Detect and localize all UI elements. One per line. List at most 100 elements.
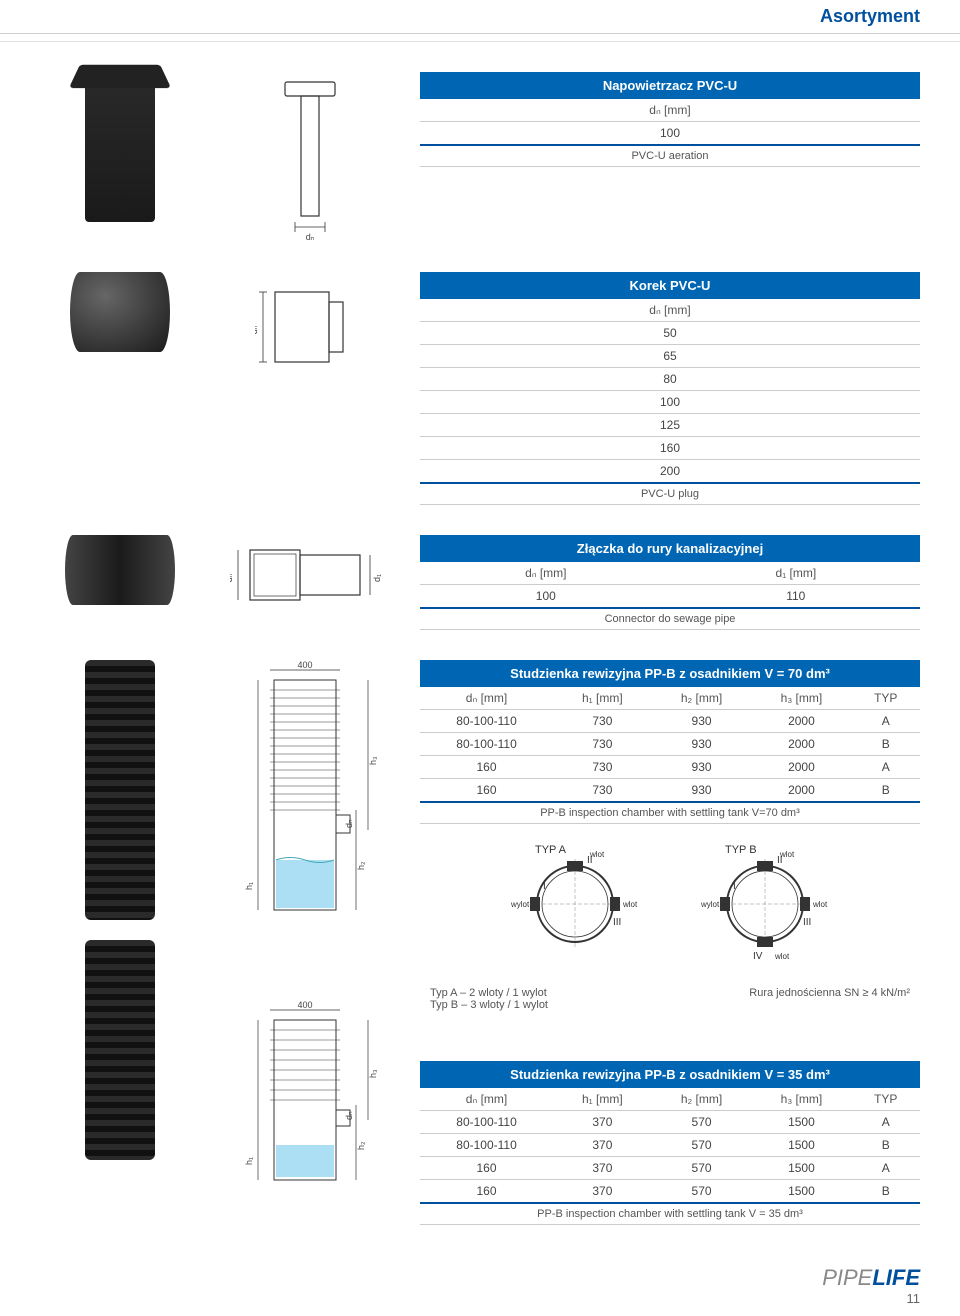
svg-text:I: I [733, 881, 736, 892]
svg-text:IV: IV [753, 951, 763, 962]
table-cell: A [851, 1157, 920, 1180]
table-cell: 730 [553, 756, 652, 779]
col-header: h₁ [mm] [553, 1088, 652, 1111]
table-cell: 50 [420, 322, 920, 345]
table-cell: 930 [652, 779, 752, 803]
svg-text:wlot: wlot [622, 900, 638, 909]
typ-legend: Typ A – 2 wloty / 1 wylot Typ B – 3 wlot… [430, 987, 548, 1011]
table-cell: 80-100-110 [420, 1134, 553, 1157]
table-cell: 160 [420, 1157, 553, 1180]
svg-text:h₃: h₃ [368, 1069, 378, 1078]
pipelife-logo: PIPELIFE [822, 1265, 920, 1291]
svg-text:TYP B: TYP B [725, 844, 757, 856]
svg-text:400: 400 [297, 1000, 312, 1010]
table-plug: Korek PVC-U dₙ [mm] 50 65 80 100 125 160… [420, 272, 920, 505]
svg-text:wlot: wlot [812, 900, 828, 909]
dn-label: dₙ [306, 232, 315, 242]
tech-drawing-aerator: dₙ [220, 72, 400, 242]
table-footer: PP-B inspection chamber with settling ta… [420, 1203, 920, 1225]
typ-pipe-note: Rura jednościenna SN ≥ 4 kN/m² [749, 987, 910, 1011]
table-cell: 100 [420, 585, 672, 609]
svg-text:III: III [803, 917, 811, 928]
svg-text:wlot: wlot [589, 850, 605, 859]
svg-text:wylot: wylot [510, 900, 530, 909]
product-photo-plug [40, 272, 200, 352]
table-cell: B [851, 1180, 920, 1204]
col-header: h₂ [mm] [652, 1088, 752, 1111]
tech-drawing-coupler: dₙ d₁ [220, 535, 400, 615]
svg-text:dₙ: dₙ [344, 1111, 354, 1120]
col-header: TYP [851, 1088, 920, 1111]
table-cell: 930 [652, 756, 752, 779]
svg-text:dₙ: dₙ [344, 819, 354, 828]
svg-text:I: I [543, 881, 546, 892]
table-header: Studzienka rewizyjna PP-B z osadnikiem V… [420, 660, 920, 687]
table-footer: PVC-U aeration [420, 145, 920, 167]
table-cell: 2000 [751, 733, 851, 756]
table-cell: 1500 [751, 1134, 851, 1157]
svg-text:h₁: h₁ [244, 1157, 254, 1165]
svg-text:400: 400 [297, 660, 312, 670]
table-cell: B [851, 733, 920, 756]
table-footer: Connector do sewage pipe [420, 608, 920, 630]
product-photo-coupler [40, 535, 200, 605]
table-cell: 160 [420, 779, 553, 803]
page-number: 11 [822, 1291, 920, 1306]
table-cell: 110 [672, 585, 920, 609]
svg-text:h₁: h₁ [244, 882, 254, 890]
table-cell: 1500 [751, 1157, 851, 1180]
table-cell: 570 [652, 1180, 752, 1204]
table-cell: 200 [420, 460, 920, 484]
col-header: dₙ [mm] [420, 687, 553, 710]
row-aerator: dₙ Napowietrzacz PVC-U dₙ [mm] 100 PVC-U… [40, 72, 920, 242]
row-chamber: 400 [40, 660, 920, 1225]
table-cell: 730 [553, 779, 652, 803]
table-cell: 570 [652, 1111, 752, 1134]
table-cell: 370 [553, 1134, 652, 1157]
table-cell: 1500 [751, 1111, 851, 1134]
table-cell: 930 [652, 733, 752, 756]
svg-text:h₃: h₃ [368, 756, 378, 765]
table-cell: 125 [420, 414, 920, 437]
svg-text:h₂: h₂ [356, 861, 366, 870]
tech-drawing-chamber-35: 400 h₁ h₂ h₃ dₙ [240, 1000, 380, 1200]
table-cell: A [851, 710, 920, 733]
tech-drawing-chamber-70: 400 [240, 660, 380, 940]
table-cell: 730 [553, 733, 652, 756]
table-cell: 100 [420, 391, 920, 414]
table-coupler: Złączka do rury kanalizacyjnej dₙ [mm] d… [420, 535, 920, 630]
section-title: Asortyment [0, 0, 960, 34]
table-cell: 370 [553, 1111, 652, 1134]
col-header: dₙ [mm] [420, 1088, 553, 1111]
col-header: dₙ [mm] [420, 99, 920, 122]
table-cell: 730 [553, 710, 652, 733]
table-header: Korek PVC-U [420, 272, 920, 299]
tech-drawing-plug: dₙ [220, 272, 400, 392]
table-header: Napowietrzacz PVC-U [420, 72, 920, 99]
table-header: Złączka do rury kanalizacyjnej [420, 535, 920, 562]
table-cell: 1500 [751, 1180, 851, 1204]
typ-a-diagram: TYP A I II III wlot wlot wylot [505, 839, 645, 959]
col-header: dₙ [mm] [420, 562, 672, 585]
table-chamber-35: Studzienka rewizyjna PP-B z osadnikiem V… [420, 1061, 920, 1225]
table-footer: PVC-U plug [420, 483, 920, 505]
svg-text:wlot: wlot [779, 850, 795, 859]
col-header: dₙ [mm] [420, 299, 920, 322]
table-cell: 570 [652, 1157, 752, 1180]
table-cell: B [851, 779, 920, 803]
col-header: h₁ [mm] [553, 687, 652, 710]
typ-b-diagram: TYP B I II III IV wlot w [695, 839, 835, 969]
product-photo-chamber-2 [85, 940, 155, 1160]
table-cell: 80-100-110 [420, 1111, 553, 1134]
table-cell: 570 [652, 1134, 752, 1157]
svg-text:wlot: wlot [774, 952, 790, 961]
table-cell: 2000 [751, 710, 851, 733]
svg-text:TYP A: TYP A [535, 844, 567, 856]
table-cell: B [851, 1134, 920, 1157]
col-header: h₃ [mm] [751, 1088, 851, 1111]
typ-diagrams: TYP A I II III wlot wlot wylot [420, 839, 920, 972]
col-header: h₃ [mm] [751, 687, 851, 710]
table-cell: 100 [420, 122, 920, 146]
product-photo-aerator [40, 72, 200, 222]
col-header: h₂ [mm] [652, 687, 752, 710]
